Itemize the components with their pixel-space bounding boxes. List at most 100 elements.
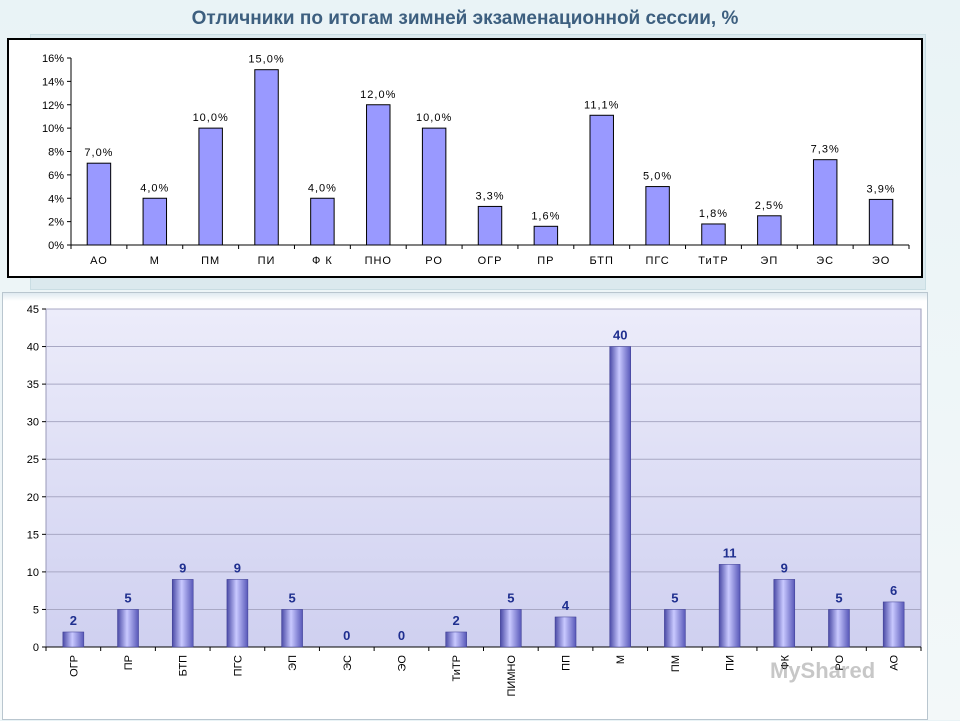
chart1-data-label: 4,0% [308,182,337,194]
chart2-bar [554,616,577,648]
chart1-data-label: 11,1% [584,99,619,111]
chart2-data-label: 0 [398,628,405,643]
chart2-bar [609,346,631,648]
page-title: Отличники по итогам зимней экзаменационн… [191,8,739,29]
chart1-category-label: ЭО [872,255,890,267]
chart1-data-label: 10,0% [193,112,229,124]
chart1-data-label: 7,3% [811,144,840,156]
chart2-data-label: 2 [453,613,460,628]
chart2-data-label: 9 [179,560,186,575]
chart2-y-tick-label: 10 [27,567,39,579]
chart1-category-label: ПР [537,255,554,267]
chart2-y-tick-label: 5 [33,604,39,616]
chart1-data-label: 1,6% [531,210,560,222]
chart1-bar [421,127,447,246]
chart2-y-tick-label: 30 [27,417,39,429]
chart1-category-label: РО [425,255,443,267]
chart1-category-label: БТП [590,255,614,267]
chart2-data-label: 5 [835,590,842,605]
chart2-data-label: 4 [562,598,570,613]
chart1-y-tick-label: 14% [42,76,64,88]
chart1-category-label: ПИ [258,255,276,267]
chart2-category-label: ПР [123,655,135,670]
chart1-bar [589,114,614,246]
chart2-data-label: 0 [343,628,350,643]
chart1-category-label: Ф К [312,255,333,267]
chart2-data-label: 5 [671,590,678,605]
chart2-y-tick-label: 45 [27,304,39,316]
chart1-data-label: 3,9% [867,183,896,195]
chart2-y-tick-label: 15 [27,529,39,541]
chart2-category-label: РО [834,655,846,671]
chart1-data-label: 2,5% [755,200,784,212]
watermark-logo: MyShared [770,658,876,683]
chart2-data-label: 9 [781,560,788,575]
chart2-category-label: ОГР [68,655,80,677]
chart1-category-label: ОГР [478,255,503,267]
chart1-bar [812,159,838,246]
chart1-data-label: 4,0% [140,182,169,194]
chart2-category-label: ПГС [232,655,244,676]
chart2-bar [281,609,303,648]
chart1-data-label: 3,3% [475,190,504,202]
chart1-svg: 0% 2% 4% 6% 8% 10% 12% 14% 16% 7,0% АО 4,0% М 10,0% ПМ… [42,53,910,267]
chart2-bar [62,631,85,648]
chart1-data-label: 5,0% [643,171,672,183]
chart1-bar [701,223,726,246]
chart1-bar [254,69,279,246]
chart2-bar [500,609,522,648]
chart1-y-tick-label: 16% [42,53,64,65]
chart2-bar [828,609,850,648]
chart2-y-tick-label: 35 [27,379,39,391]
chart1-bar [757,215,782,246]
chart1-data-label: 7,0% [84,147,113,159]
chart-count-excellent: 0 5 10 15 20 25 30 35 40 45 2 ОГР 5 ПР 9 БТП 9 ПГС 5 ЭП 0 ЭС 0… [2,292,928,720]
chart1-y-tick-label: 12% [42,100,64,112]
chart2-category-label: БТП [178,655,190,676]
chart1-category-label: ПГС [645,255,669,267]
chart2-category-label: ЭП [287,655,299,671]
chart1-bar [86,162,112,246]
chart2-bar [117,609,139,648]
chart1-bar [868,198,894,246]
chart1-bar [477,205,503,246]
chart1-y-tick-label: 4% [48,193,64,205]
chart1-data-label: 10,0% [416,112,452,124]
chart1-data-label: 15,0% [248,54,284,66]
chart2-category-label: ЭС [342,655,354,671]
chart2-data-label: 6 [890,583,897,598]
chart2-svg: 0510152025303540452ОГР5ПР9БТП9ПГС5ЭП0ЭС0… [27,304,922,697]
chart1-bar [366,104,391,246]
chart2-data-label: 5 [288,590,295,605]
chart2-bar [445,631,467,648]
chart1-category-label: ПНО [365,255,392,267]
chart2-data-label: 9 [234,560,241,575]
chart-percent-excellent: 0% 2% 4% 6% 8% 10% 12% 14% 16% 7,0% АО 4,0% М 10,0% ПМ… [7,38,923,278]
chart2-bar [226,579,249,648]
chart2-category-label: М [615,655,627,664]
chart2-bar [773,579,796,648]
chart2-y-tick-label: 20 [27,492,39,504]
chart1-y-tick-label: 8% [48,147,64,159]
chart1-data-label: 1,8% [699,208,728,220]
chart2-y-tick-label: 40 [27,342,39,354]
chart2-data-label: 2 [70,613,77,628]
chart2-y-tick-label: 0 [33,642,39,654]
chart1-bar [310,197,335,246]
chart2-category-label: ПИМНО [506,655,518,697]
chart1-y-tick-label: 6% [48,170,64,182]
chart1-category-label: ПМ [201,255,220,267]
chart2-category-label: ПМ [670,655,682,672]
chart2-category-label: ПИ [725,655,737,671]
chart2-bar [171,579,194,648]
chart2-data-label: 40 [613,328,627,343]
chart1-category-label: ТиТР [698,255,728,267]
chart2-bar [664,609,686,648]
chart1-y-tick-label: 2% [48,217,64,229]
chart2-category-label: ЭО [396,655,408,672]
chart1-y-tick-label: 0% [48,240,64,252]
chart1-category-label: ЭС [816,255,834,267]
chart2-category-label: ТиТР [451,655,463,681]
chart1-y-tick-label: 10% [42,123,64,135]
chart1-category-label: М [150,255,160,267]
